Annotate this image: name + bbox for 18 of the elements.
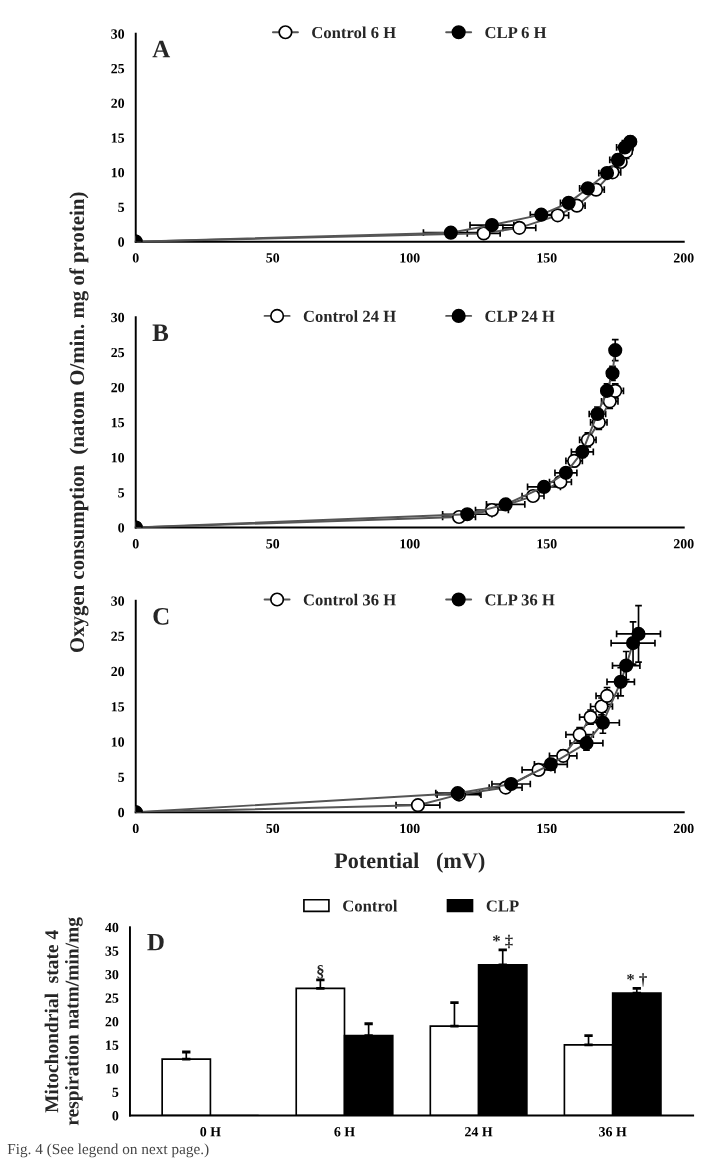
chart-title: B [152,324,169,341]
legend-label: CLP 36 H [485,594,555,606]
legend-label: Control [343,899,398,912]
y-axis-title: Oxygen consumption (natom O/min. mg of protein) [69,192,89,653]
legend-label: Control 24 H [303,310,396,322]
annotation: * ‡ [492,934,513,949]
chart-title: A [152,40,171,58]
legend-label: Control 6 H [312,26,396,39]
annotation: * † [627,973,647,987]
chart-title: C [153,607,169,625]
legend-label: Control 36 H [303,593,396,606]
y-axis-title: Mitochondrial state 4 respiration natm/min/mg [44,917,83,1126]
legend-label: CLP [486,900,519,912]
legend-label: CLP 6 H [485,27,547,39]
chart-title: D [147,933,164,951]
annotation: § [317,965,324,979]
legend-label: CLP 24 H [485,310,555,322]
x-axis-title: Potential (mV) [334,852,485,873]
